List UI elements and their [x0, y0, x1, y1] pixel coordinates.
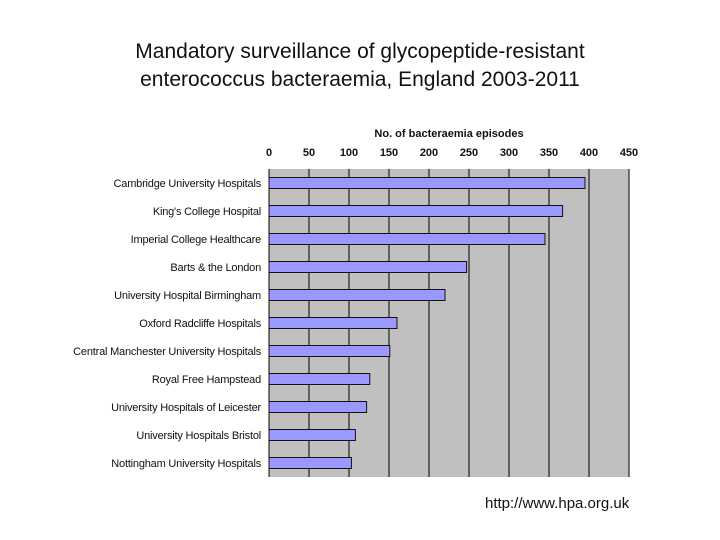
bars — [268, 177, 586, 469]
x-tick-label: 0 — [266, 147, 272, 159]
x-tick-label: 450 — [620, 147, 638, 159]
source-url: http://www.hpa.org.uk — [485, 495, 630, 512]
x-tick-label: 50 — [303, 147, 315, 159]
bar — [268, 345, 391, 357]
x-tick-label: 300 — [500, 147, 518, 159]
x-tick-label: 150 — [380, 147, 398, 159]
x-tick-label: 100 — [340, 147, 358, 159]
category-label: Oxford Radcliffe Hospitals — [139, 318, 261, 330]
bar — [268, 289, 446, 301]
category-label: Nottingham University Hospitals — [111, 458, 261, 470]
x-tick-label: 200 — [420, 147, 438, 159]
bar — [268, 373, 371, 385]
category-label: Royal Free Hampstead — [152, 374, 261, 386]
y-category-labels: Cambridge University Hospitals King's Col… — [73, 178, 262, 470]
category-label: Central Manchester University Hospitals — [73, 346, 262, 358]
bar — [268, 317, 398, 329]
bar — [268, 205, 564, 217]
x-tick-label: 250 — [460, 147, 478, 159]
category-label: Cambridge University Hospitals — [114, 178, 262, 190]
x-tick-label: 350 — [540, 147, 558, 159]
category-label: University Hospital Birmingham — [114, 290, 261, 302]
bar — [268, 429, 356, 441]
category-label: University Hospitals Bristol — [136, 430, 261, 442]
bar — [268, 233, 546, 245]
bar — [268, 457, 352, 469]
category-label: Imperial College Healthcare — [131, 234, 261, 246]
bar — [268, 261, 468, 273]
x-tick-labels: 0 50 100 150 200 250 300 350 400 450 — [266, 147, 638, 159]
category-label: University Hospitals of Leicester — [111, 402, 261, 414]
slide-title-line-2: enterococcus bacteraemia, England 2003-2… — [140, 68, 580, 91]
slide-title: Mandatory surveillance of glycopeptide-r… — [0, 38, 720, 94]
chart-axis-title: No. of bacteraemia episodes — [374, 128, 523, 140]
category-label: Barts & the London — [170, 262, 261, 274]
slide-title-line-1: Mandatory surveillance of glycopeptide-r… — [135, 40, 585, 63]
bar — [268, 401, 368, 413]
bar — [268, 177, 586, 189]
category-label: King's College Hospital — [153, 206, 261, 218]
x-tick-label: 400 — [580, 147, 598, 159]
